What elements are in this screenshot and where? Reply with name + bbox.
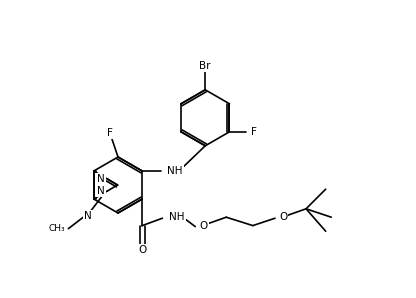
Text: NH: NH <box>169 212 185 222</box>
Text: F: F <box>252 127 258 137</box>
Text: NH: NH <box>169 212 185 222</box>
Text: O: O <box>138 245 146 255</box>
Text: CH₃: CH₃ <box>49 224 65 233</box>
Text: O: O <box>138 245 146 255</box>
Text: Br: Br <box>200 61 211 71</box>
Text: O: O <box>279 212 287 222</box>
Text: O: O <box>199 221 208 231</box>
Text: N: N <box>97 174 104 184</box>
Text: O: O <box>279 212 287 222</box>
Text: O: O <box>199 221 208 231</box>
Text: N: N <box>97 186 104 196</box>
Text: N: N <box>96 186 105 196</box>
Text: N: N <box>96 174 105 184</box>
Text: F: F <box>252 127 258 137</box>
Text: F: F <box>107 128 113 138</box>
Text: NH: NH <box>167 166 183 176</box>
Text: N: N <box>84 211 92 221</box>
Text: F: F <box>107 128 113 138</box>
Text: N: N <box>84 211 92 221</box>
Text: Br: Br <box>200 61 211 71</box>
Text: NH: NH <box>167 166 183 176</box>
